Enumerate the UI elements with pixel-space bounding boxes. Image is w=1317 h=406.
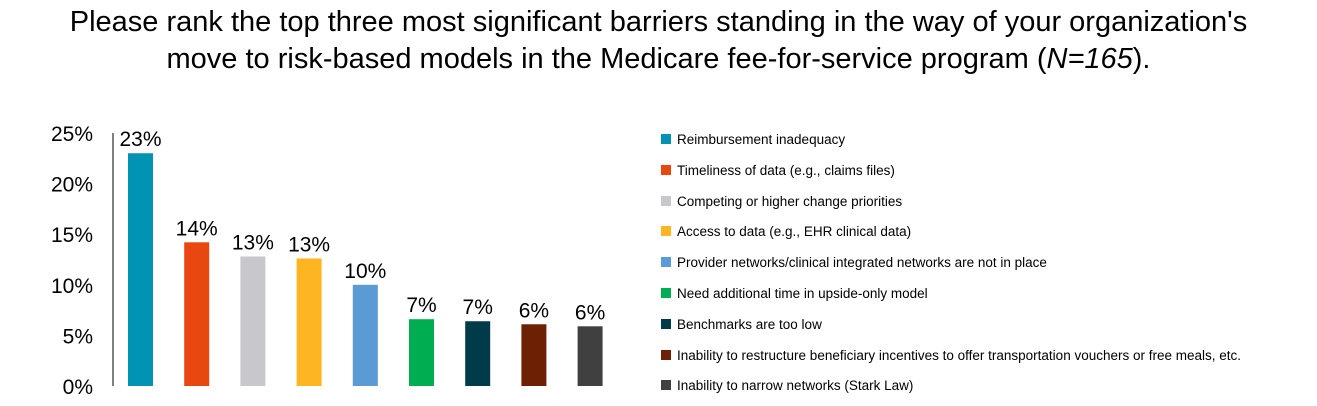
data-label: 10%: [344, 260, 386, 283]
title-line-2-prefix: move to risk-based models in the Medicar…: [166, 43, 1047, 75]
y-tick-label: 20%: [51, 174, 93, 197]
legend-label: Inability to restructure beneficiary inc…: [677, 347, 1242, 363]
data-label: 6%: [519, 299, 549, 322]
title-line-2: move to risk-based models in the Medicar…: [0, 41, 1317, 78]
data-label: 7%: [406, 294, 436, 317]
legend-swatch: [661, 195, 671, 206]
legend-swatch: [661, 380, 671, 391]
legend-label: Provider networks/clinical integrated ne…: [677, 255, 1047, 271]
bar: [296, 258, 322, 386]
legend-label: Competing or higher change priorities: [677, 193, 903, 209]
legend-swatch: [661, 318, 671, 329]
bar: [128, 153, 153, 386]
bar: [521, 324, 547, 386]
legend-label: Reimbursement inadequacy: [677, 132, 846, 147]
bar: [465, 321, 491, 386]
bar-chart: 0% 5% 10% 15% 20% 25% 23% 14% 13% 13% 10% 7% 7% 6% 6%: [51, 123, 605, 399]
y-tick-label: 15%: [51, 224, 93, 247]
y-tick-label: 0%: [63, 376, 93, 399]
sample-size: N=165: [1046, 43, 1133, 75]
legend-label: Benchmarks are too low: [677, 316, 822, 332]
legend-swatch: [661, 164, 671, 175]
data-label: 6%: [575, 301, 605, 324]
data-label: 13%: [288, 233, 330, 256]
legend-swatch: [661, 134, 671, 144]
legend-label: Access to data (e.g., EHR clinical data): [677, 224, 912, 240]
data-label: 23%: [119, 128, 161, 151]
legend-swatch: [661, 349, 671, 360]
data-label: 13%: [232, 231, 274, 254]
data-label: 7%: [463, 296, 493, 319]
title-line-2-suffix: ).: [1132, 43, 1151, 75]
bar: [240, 256, 266, 386]
legend-label: Need additional time in upside-only mode…: [677, 286, 928, 301]
bar: [409, 319, 434, 386]
chart-title: Please rank the top three most significa…: [0, 4, 1317, 78]
bar: [352, 284, 378, 386]
data-label: 14%: [176, 217, 218, 240]
y-tick-label: 5%: [63, 325, 93, 348]
bar: [577, 326, 603, 386]
y-tick-label: 10%: [51, 275, 93, 298]
legend-label: Inability to narrow networks (Stark Law): [677, 378, 914, 394]
title-line-1: Please rank the top three most significa…: [69, 6, 1248, 38]
y-tick-label: 25%: [51, 123, 93, 146]
legend-swatch: [661, 288, 671, 298]
legend-label: Timeliness of data (e.g., claims files): [677, 162, 895, 178]
legend-swatch: [661, 226, 671, 237]
legend-swatch: [661, 257, 671, 268]
bar: [184, 242, 210, 386]
